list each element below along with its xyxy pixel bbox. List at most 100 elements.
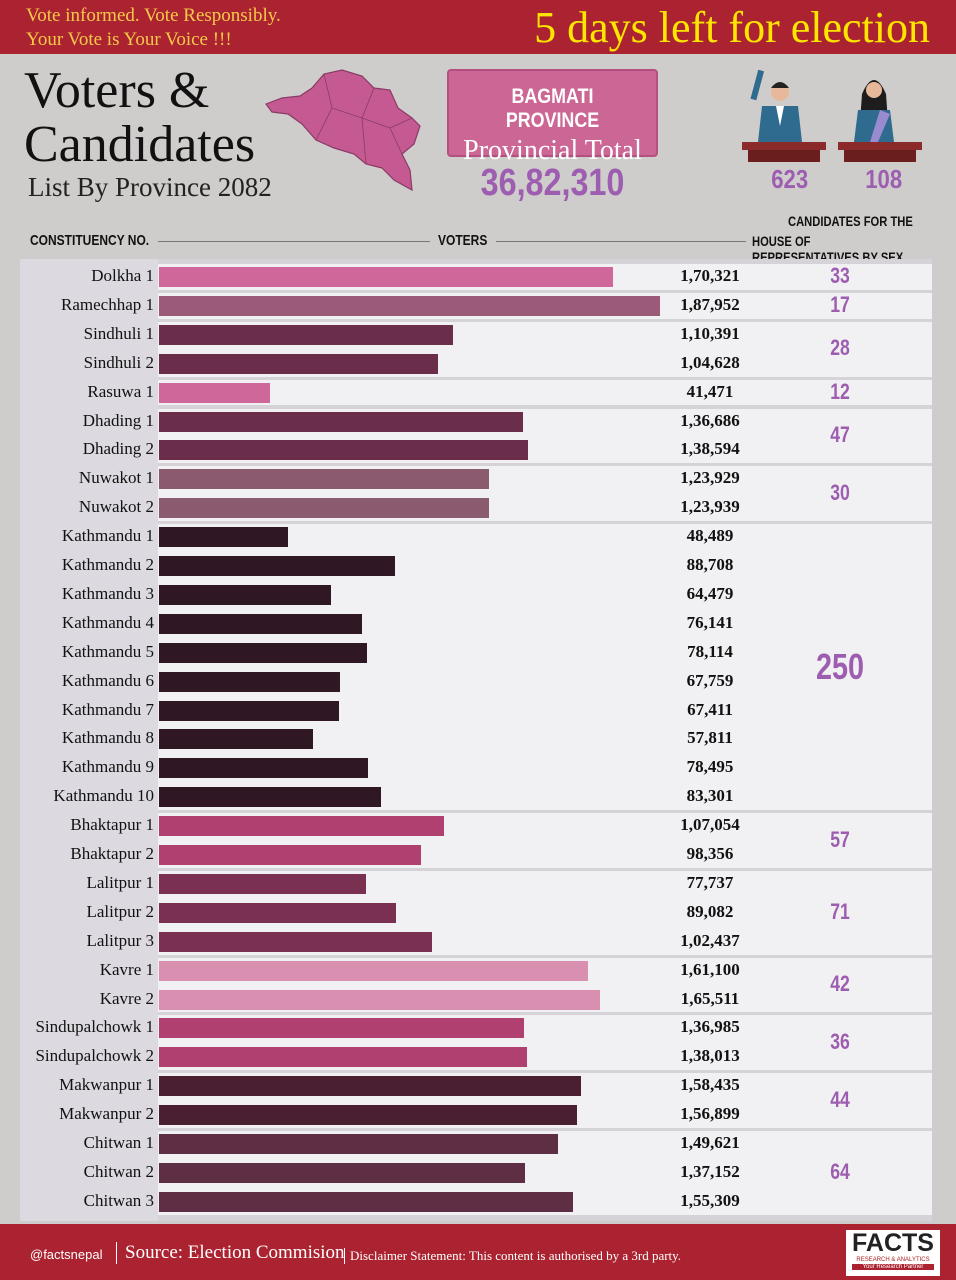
voter-count: 77,737 [686,872,734,892]
candidates-count: 33 [830,262,850,288]
voter-count: 1,04,628 [680,352,740,372]
constituency-label: Nuwakot 2 [78,497,154,517]
constituency-label: Kavre 2 [99,988,154,1008]
district-group [158,379,932,406]
constituency-label: Kathmandu 1 [61,526,154,546]
voter-bar [159,816,445,837]
constituency-label: Kathmandu 8 [61,728,154,748]
voter-bar [159,902,397,923]
voter-bar [159,700,339,721]
constituency-label: Sindupalchowk 2 [35,1046,154,1066]
voter-bar [159,642,368,663]
header-constituency: CONSTITUENCY NO. [30,232,150,249]
logo-text: FACTS [852,1229,934,1257]
voter-bar [159,989,601,1010]
candidates-count: 44 [830,1086,850,1112]
logo-tagline: Your Research Partner [852,1264,934,1270]
female-candidate-icon [838,80,922,162]
candidates-count: 36 [830,1028,850,1054]
candidates-count: 47 [830,421,850,447]
female-candidates-count: 108 [865,164,903,194]
divider [496,241,746,242]
candidates-count: 57 [830,826,850,852]
constituency-label: Sindhuli 1 [83,323,154,343]
voter-count: 1,07,054 [680,815,740,835]
voter-count: 1,23,929 [680,468,740,488]
voter-bar [159,1105,578,1126]
header-candidates-1: CANDIDATES FOR THE [788,213,913,229]
constituency-label: Dolkha 1 [91,266,154,285]
constituency-label: Chitwan 3 [83,1190,154,1210]
voter-count: 89,082 [686,901,734,921]
constituency-label: Rasuwa 1 [87,381,154,401]
top-banner: Vote informed. Vote Responsibly. Your Vo… [0,0,956,54]
voter-bar [159,584,331,605]
voter-count: 76,141 [686,612,734,632]
candidates-illustration [742,69,922,162]
tagline-2: Your Vote is Your Voice !!! [26,29,232,50]
voter-bar [159,1191,573,1212]
voter-count: 48,489 [686,526,734,546]
voter-count: 1,65,511 [680,988,740,1008]
voter-count: 1,55,309 [680,1190,740,1210]
voter-count: 67,411 [687,699,733,719]
constituency-label: Bhaktapur 1 [70,815,154,835]
constituency-label: Makwanpur 1 [59,1075,154,1095]
voter-count: 57,811 [687,728,733,748]
voter-bar [159,960,589,981]
constituency-label: Kathmandu 10 [53,786,154,806]
constituency-label: Kathmandu 6 [61,670,154,690]
voter-count: 67,759 [686,670,734,690]
source-text: Source: Election Commision [116,1242,345,1264]
divider [158,241,430,242]
voter-bar [159,873,367,894]
voter-bar [159,671,340,692]
disclaimer-text: Disclaimer Statement: This content is au… [344,1248,681,1264]
logo-sub: RESEARCH & ANALYTICS [856,1257,930,1263]
province-map-icon [265,69,421,192]
voter-bar [159,353,438,374]
page-title: Voters & Candidates [24,64,255,172]
election-countdown: 5 days left for election [534,3,930,52]
voter-bar [159,267,613,287]
voter-count: 1,02,437 [680,930,740,950]
voter-bar [159,382,270,403]
candidates-count: 30 [830,479,850,505]
voter-count: 1,23,939 [680,497,740,517]
constituency-label: Lalitpur 1 [86,872,154,892]
voter-bar [159,324,454,345]
voter-bar [159,498,490,519]
title-line-2: Candidates [24,116,256,173]
voter-bar [159,1076,582,1097]
male-candidates-count: 623 [771,164,809,194]
voter-bar [159,787,382,808]
tagline-1: Vote informed. Vote Responsibly. [26,5,281,26]
voter-bar [159,1018,525,1039]
candidates-count: 28 [830,335,850,361]
voter-count: 78,495 [686,757,734,777]
candidates-count: 17 [830,291,850,317]
constituency-label-column [20,259,158,1221]
constituency-label: Dhading 2 [82,439,154,459]
voter-bar [159,729,314,750]
constituency-label: Sindhuli 2 [83,352,154,372]
constituency-label: Kathmandu 9 [61,757,154,777]
province-total-card: BAGMATI PROVINCE Provincial Total [447,69,658,166]
voter-bar [159,469,490,490]
voter-count: 1,36,686 [680,410,740,430]
voter-count: 1,38,594 [680,439,740,459]
voter-count: 1,61,100 [680,959,740,979]
voter-count: 1,70,321 [680,266,740,285]
voter-bar [159,758,369,779]
header-voters: VOTERS [438,232,488,249]
voter-bar [159,1162,525,1183]
voters-chart: 33 Dolkha 1 1,70,321 17 Ramechhap 1 1,87,952 2… [20,259,932,1221]
voter-count: 98,356 [686,844,734,863]
constituency-label: Lalitpur 2 [86,901,154,921]
footer: @factsnepal Source: Election Commision D… [0,1224,956,1280]
male-candidate-icon [742,69,826,162]
voter-bar [159,845,422,865]
voter-count: 1,58,435 [680,1075,740,1095]
voter-bar [159,1047,527,1068]
constituency-label: Kathmandu 3 [61,583,154,603]
